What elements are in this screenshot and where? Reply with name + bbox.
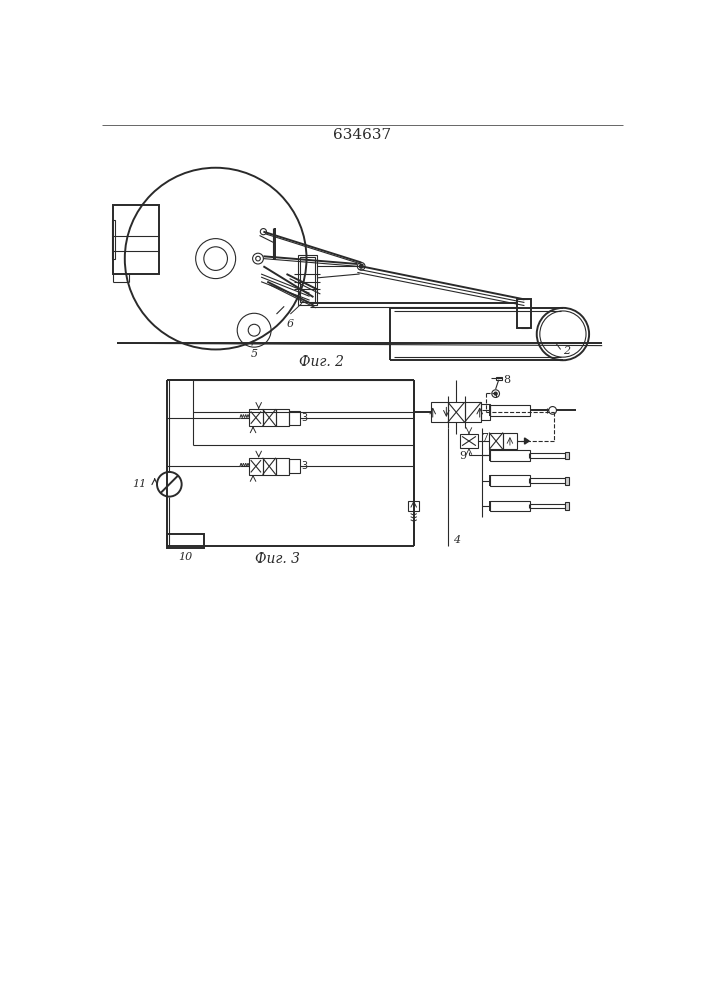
- Text: 6: 6: [287, 319, 294, 329]
- Text: 4: 4: [452, 535, 460, 545]
- Polygon shape: [525, 438, 529, 444]
- Bar: [490, 405, 530, 416]
- Bar: [565, 502, 568, 510]
- Bar: [490, 475, 530, 486]
- Circle shape: [359, 264, 363, 268]
- Bar: [249, 458, 262, 475]
- Bar: [409, 501, 419, 511]
- Text: 9: 9: [460, 451, 467, 461]
- Bar: [112, 220, 115, 259]
- Bar: [300, 257, 315, 302]
- Text: 8: 8: [503, 375, 510, 385]
- Bar: [276, 458, 289, 475]
- Bar: [460, 434, 478, 448]
- Bar: [431, 402, 448, 422]
- Circle shape: [494, 392, 497, 395]
- Bar: [262, 458, 276, 475]
- Bar: [496, 377, 502, 380]
- Text: 11: 11: [132, 479, 146, 489]
- Bar: [113, 205, 160, 274]
- Bar: [490, 450, 530, 461]
- Text: 3: 3: [302, 461, 308, 471]
- Bar: [289, 411, 300, 425]
- Text: 634637: 634637: [333, 128, 391, 142]
- Text: Фиг. 3: Фиг. 3: [255, 552, 300, 566]
- Bar: [448, 402, 464, 422]
- Bar: [464, 402, 481, 422]
- Text: Фиг. 2: Фиг. 2: [298, 355, 344, 369]
- Bar: [518, 299, 532, 328]
- Text: 10: 10: [179, 552, 193, 562]
- Bar: [289, 459, 300, 473]
- Bar: [167, 534, 204, 548]
- Bar: [490, 501, 530, 511]
- Bar: [481, 404, 491, 420]
- Circle shape: [256, 256, 260, 261]
- Bar: [276, 409, 289, 426]
- Bar: [249, 409, 262, 426]
- Bar: [298, 255, 317, 305]
- Text: 2: 2: [563, 346, 570, 356]
- Bar: [503, 433, 517, 449]
- Text: 7: 7: [481, 433, 489, 443]
- Bar: [565, 477, 568, 485]
- Bar: [565, 452, 568, 459]
- Bar: [489, 433, 503, 449]
- Text: 5: 5: [250, 349, 258, 359]
- Bar: [262, 409, 276, 426]
- Text: 3: 3: [302, 413, 308, 423]
